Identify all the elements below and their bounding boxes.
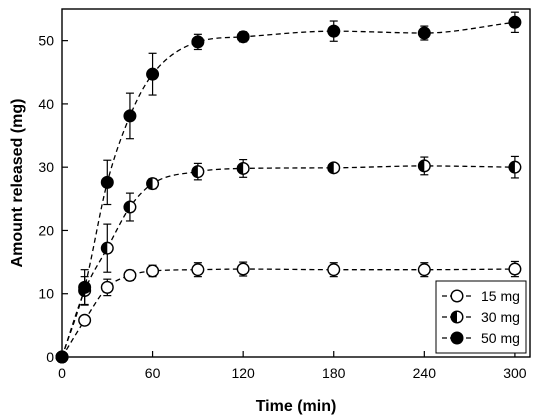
legend-label: 30 mg (481, 309, 520, 325)
legend-item: 50 mg (442, 330, 520, 346)
data-point (100, 280, 114, 294)
data-point (236, 30, 250, 44)
legend: 15 mg 30 mg 50 mg (435, 280, 527, 354)
legend-marker (450, 289, 464, 303)
data-point (236, 161, 250, 175)
data-point (191, 263, 205, 277)
series-50-mg (55, 11, 522, 364)
data-point (123, 268, 137, 282)
data-point (191, 35, 205, 49)
y-tick-label: 0 (46, 349, 54, 365)
axes: 0 60 120 180 240 300 0 10 20 30 40 50 (38, 33, 526, 381)
y-axis-title: Amount released (mg) (9, 99, 26, 268)
x-tick-label: 300 (503, 365, 527, 381)
x-tick-label: 60 (145, 365, 161, 381)
data-point (508, 262, 522, 276)
data-point (146, 67, 160, 81)
legend-item: 15 mg (442, 288, 520, 304)
x-tick-label: 0 (58, 365, 66, 381)
x-tick-label: 180 (322, 365, 346, 381)
data-point (417, 263, 431, 277)
series-line (61, 21, 515, 358)
data-point (78, 313, 92, 327)
x-tick-label: 240 (413, 365, 437, 381)
data-point (327, 263, 341, 277)
data-point (508, 15, 522, 29)
legend-marker (450, 310, 464, 324)
y-tick-label: 30 (38, 159, 54, 175)
plot-frame (61, 8, 531, 358)
y-tick-label: 50 (38, 33, 54, 49)
data-point (78, 280, 92, 294)
data-point (236, 262, 250, 276)
data-point (327, 24, 341, 38)
y-tick-label: 20 (38, 222, 54, 238)
data-point (191, 165, 205, 179)
data-point (100, 175, 114, 189)
data-point (100, 241, 114, 255)
x-tick-label: 120 (231, 365, 255, 381)
data-point (508, 160, 522, 174)
data-point (417, 159, 431, 173)
legend-marker (450, 331, 464, 345)
data-point (417, 26, 431, 40)
y-tick-label: 10 (38, 286, 54, 302)
legend-label: 15 mg (481, 288, 520, 304)
data-point (327, 161, 341, 175)
plot-area (55, 11, 522, 364)
data-point (146, 177, 160, 191)
legend-label: 50 mg (481, 330, 520, 346)
y-tick-label: 40 (38, 96, 54, 112)
data-point (123, 200, 137, 214)
legend-item: 30 mg (442, 309, 520, 325)
data-point (123, 109, 137, 123)
series-line (61, 165, 515, 358)
data-point (146, 264, 160, 278)
x-axis-title: Time (min) (256, 398, 337, 415)
